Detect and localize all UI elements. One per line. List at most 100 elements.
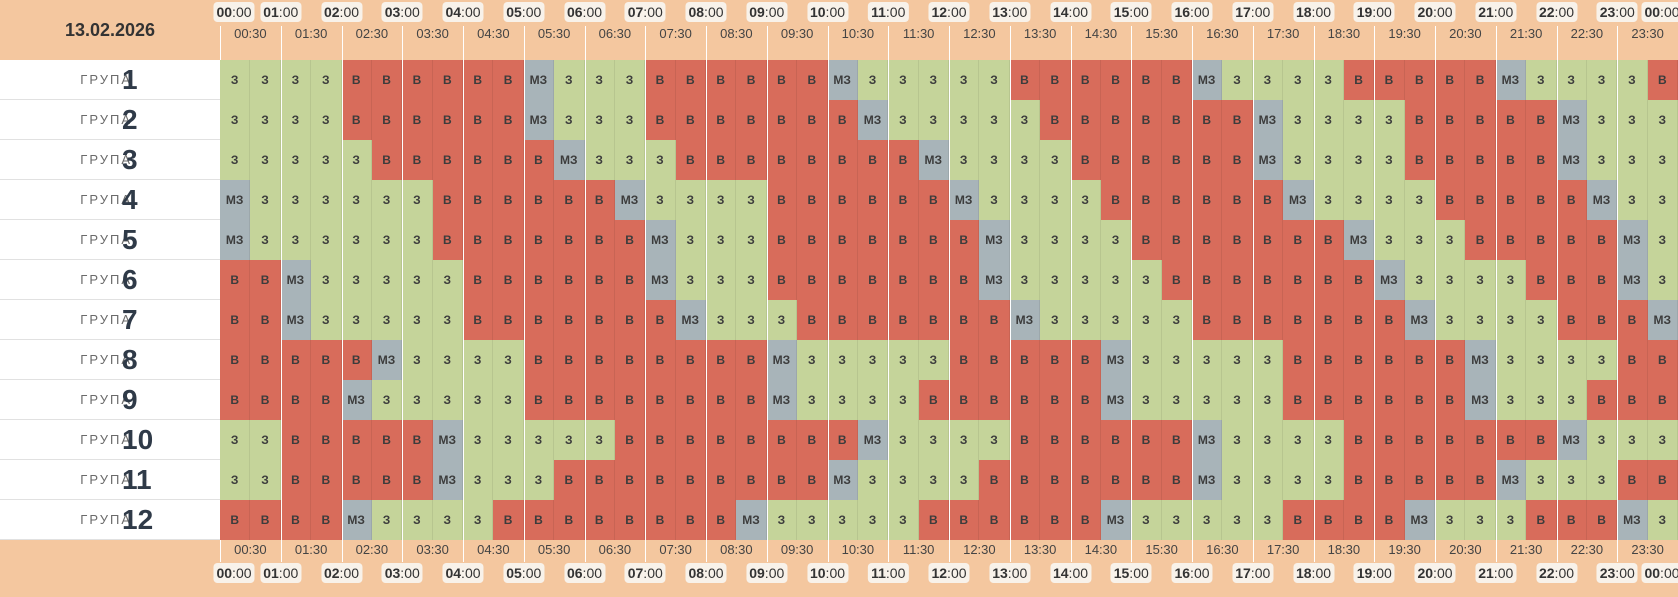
schedule-cell[interactable]: В — [1161, 260, 1192, 300]
schedule-cell[interactable]: В — [493, 260, 524, 300]
schedule-cell[interactable]: З — [1526, 380, 1557, 420]
schedule-cell[interactable]: В — [614, 300, 646, 340]
schedule-cell[interactable]: МЗ — [736, 500, 767, 540]
schedule-cell[interactable]: В — [1343, 60, 1375, 100]
schedule-cell[interactable]: В — [432, 140, 463, 180]
schedule-cell[interactable]: З — [1617, 60, 1648, 100]
schedule-cell[interactable]: В — [706, 140, 737, 180]
schedule-cell[interactable]: В — [1313, 500, 1344, 540]
schedule-cell[interactable]: В — [1070, 340, 1101, 380]
schedule-cell[interactable]: В — [1040, 340, 1071, 380]
schedule-cell[interactable]: В — [797, 260, 828, 300]
schedule-cell[interactable]: В — [949, 260, 980, 300]
schedule-cell[interactable]: В — [1131, 420, 1162, 460]
schedule-cell[interactable]: В — [827, 140, 858, 180]
schedule-cell[interactable]: В — [1343, 260, 1375, 300]
schedule-cell[interactable]: З — [1313, 140, 1344, 180]
schedule-cell[interactable]: В — [949, 220, 980, 260]
schedule-cell[interactable]: В — [371, 100, 403, 140]
schedule-cell[interactable]: З — [1070, 300, 1101, 340]
schedule-cell[interactable]: З — [1647, 100, 1678, 140]
schedule-cell[interactable]: МЗ — [1252, 140, 1284, 180]
schedule-cell[interactable]: З — [1556, 380, 1587, 420]
schedule-cell[interactable]: В — [1435, 60, 1466, 100]
schedule-cell[interactable]: В — [523, 500, 555, 540]
schedule-cell[interactable]: В — [675, 60, 706, 100]
schedule-cell[interactable]: З — [766, 300, 798, 340]
schedule-cell[interactable]: З — [918, 420, 949, 460]
schedule-cell[interactable]: МЗ — [1495, 460, 1527, 500]
schedule-cell[interactable]: В — [1495, 100, 1527, 140]
schedule-cell[interactable]: В — [554, 460, 585, 500]
schedule-cell[interactable]: В — [1161, 140, 1192, 180]
schedule-cell[interactable]: В — [1495, 420, 1527, 460]
schedule-cell[interactable]: З — [949, 140, 980, 180]
schedule-cell[interactable]: В — [584, 380, 615, 420]
schedule-cell[interactable]: В — [797, 180, 828, 220]
schedule-cell[interactable]: З — [1435, 220, 1466, 260]
schedule-cell[interactable]: В — [1647, 380, 1678, 420]
schedule-cell[interactable]: В — [1283, 220, 1314, 260]
schedule-cell[interactable]: З — [371, 220, 403, 260]
schedule-cell[interactable]: З — [432, 300, 463, 340]
schedule-cell[interactable]: В — [1617, 460, 1648, 500]
schedule-cell[interactable]: З — [1343, 100, 1375, 140]
schedule-cell[interactable]: В — [250, 500, 281, 540]
schedule-cell[interactable]: В — [371, 420, 403, 460]
schedule-cell[interactable]: В — [1586, 220, 1618, 260]
schedule-cell[interactable]: В — [311, 420, 342, 460]
schedule-cell[interactable]: В — [1374, 500, 1405, 540]
schedule-cell[interactable]: В — [554, 220, 585, 260]
schedule-cell[interactable]: З — [1495, 500, 1527, 540]
schedule-cell[interactable]: МЗ — [918, 140, 949, 180]
schedule-cell[interactable]: В — [463, 220, 494, 260]
schedule-cell[interactable]: З — [341, 300, 372, 340]
schedule-cell[interactable]: МЗ — [220, 220, 251, 260]
schedule-cell[interactable]: В — [888, 140, 919, 180]
schedule-cell[interactable]: З — [463, 500, 494, 540]
schedule-cell[interactable]: МЗ — [949, 180, 980, 220]
schedule-cell[interactable]: З — [220, 460, 251, 500]
schedule-cell[interactable]: З — [949, 420, 980, 460]
schedule-cell[interactable]: В — [736, 60, 767, 100]
schedule-cell[interactable]: З — [1647, 140, 1678, 180]
schedule-cell[interactable]: В — [1435, 340, 1466, 380]
schedule-cell[interactable]: В — [1222, 100, 1253, 140]
schedule-cell[interactable]: В — [1404, 460, 1435, 500]
schedule-cell[interactable]: З — [1009, 140, 1041, 180]
schedule-cell[interactable]: В — [1343, 500, 1375, 540]
schedule-cell[interactable]: З — [402, 220, 433, 260]
schedule-cell[interactable]: В — [220, 340, 251, 380]
schedule-cell[interactable]: В — [554, 180, 585, 220]
schedule-cell[interactable]: В — [402, 100, 433, 140]
schedule-cell[interactable]: В — [1100, 420, 1132, 460]
schedule-cell[interactable]: В — [645, 340, 676, 380]
schedule-cell[interactable]: МЗ — [1556, 420, 1587, 460]
schedule-cell[interactable]: В — [706, 500, 737, 540]
schedule-cell[interactable]: В — [766, 260, 798, 300]
schedule-cell[interactable]: МЗ — [1556, 100, 1587, 140]
schedule-cell[interactable]: В — [463, 140, 494, 180]
schedule-cell[interactable]: В — [614, 340, 646, 380]
schedule-cell[interactable]: В — [797, 420, 828, 460]
schedule-cell[interactable]: З — [311, 100, 342, 140]
schedule-cell[interactable]: З — [827, 500, 858, 540]
schedule-cell[interactable]: З — [918, 100, 949, 140]
schedule-cell[interactable]: МЗ — [432, 460, 463, 500]
schedule-cell[interactable]: З — [584, 60, 615, 100]
schedule-cell[interactable]: З — [1647, 180, 1678, 220]
schedule-cell[interactable]: В — [1070, 500, 1101, 540]
schedule-cell[interactable]: В — [1283, 340, 1314, 380]
schedule-cell[interactable]: В — [766, 460, 798, 500]
schedule-cell[interactable]: МЗ — [220, 180, 251, 220]
schedule-cell[interactable]: З — [706, 220, 737, 260]
schedule-cell[interactable]: МЗ — [645, 260, 676, 300]
schedule-cell[interactable]: З — [432, 380, 463, 420]
schedule-cell[interactable]: В — [523, 340, 555, 380]
schedule-cell[interactable]: В — [675, 420, 706, 460]
schedule-cell[interactable]: В — [949, 340, 980, 380]
schedule-cell[interactable]: З — [614, 140, 646, 180]
schedule-cell[interactable]: МЗ — [827, 460, 858, 500]
schedule-cell[interactable]: З — [341, 180, 372, 220]
schedule-cell[interactable]: В — [220, 500, 251, 540]
